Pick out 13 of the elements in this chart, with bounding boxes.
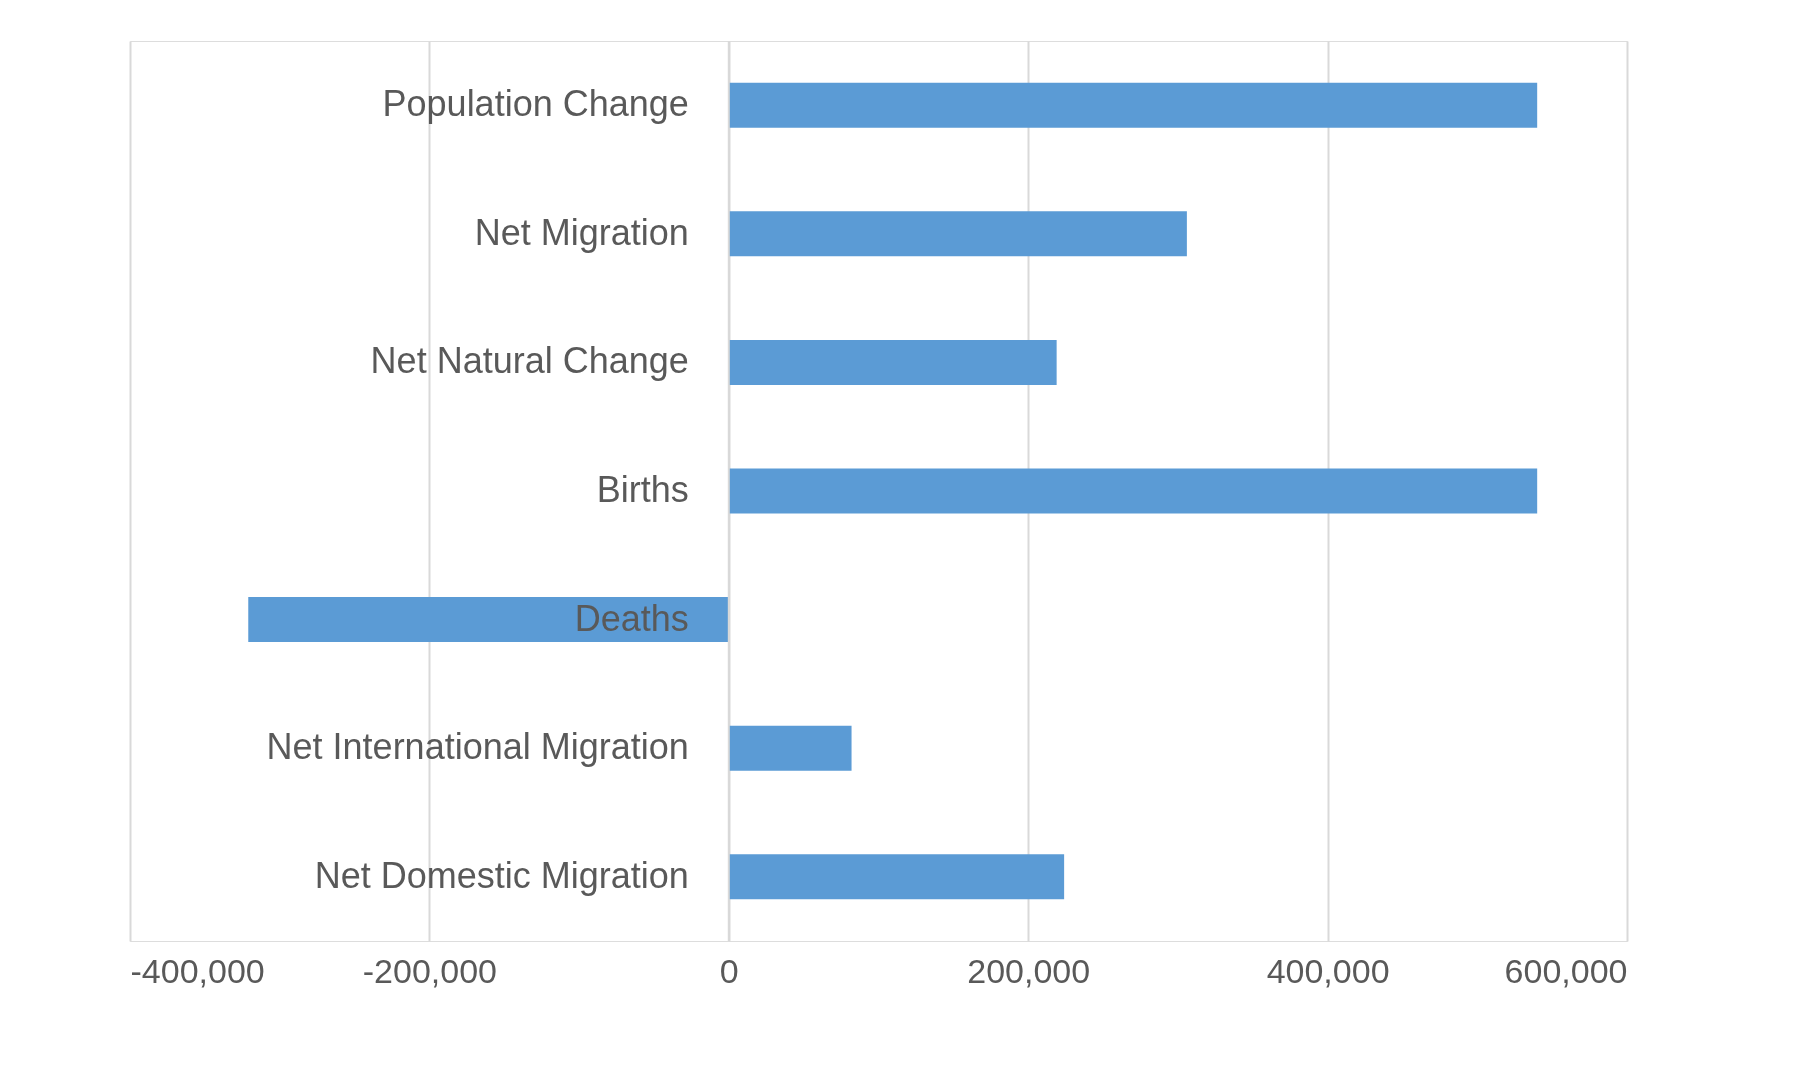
x-tick-label: -200,000 — [362, 951, 498, 990]
y-tick-label: Net International Migration — [266, 726, 689, 768]
x-tick-label: 400,000 — [1266, 951, 1390, 990]
y-tick-label: Births — [596, 469, 689, 510]
y-tick-label: Population Change — [382, 83, 689, 125]
y-tick-label: Net Migration — [474, 211, 689, 253]
x-tick-label: -400,000 — [130, 951, 265, 990]
y-tick-label: Deaths — [574, 597, 689, 639]
y-tick-label: Net Natural Change — [370, 340, 689, 382]
x-tick-label: 200,000 — [967, 951, 1091, 990]
x-tick-label: 0 — [719, 951, 739, 990]
y-tick-label: Net Domestic Migration — [314, 854, 689, 896]
x-tick-label: 600,000 — [1504, 951, 1628, 990]
